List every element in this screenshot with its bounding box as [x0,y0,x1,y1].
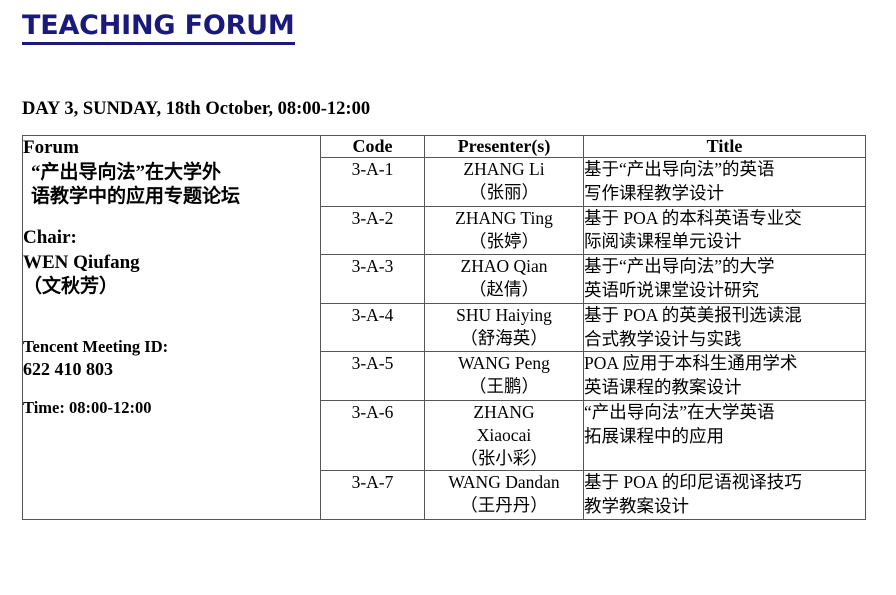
column-header-title: Title [583,135,866,158]
presenter-name-cn: （赵倩） [469,279,539,300]
session-title: 基于“产出导向法”的英语 写作课程教学设计 [583,157,866,207]
presenter-name-en: WANG Dandan [448,472,560,493]
table-row: 3-A-3 ZHAO Qian （赵倩） 基于“产出导向法”的大学 英语听说课堂… [23,254,866,304]
presenter-name-cn: （张小彩） [460,448,548,469]
session-title: “产出导向法”在大学英语 拓展课程中的应用 [583,399,866,472]
session-title-line-1: POA 应用于本科生通用学术 [584,353,798,374]
forum-name-line-2: 语教学中的应用专题论坛 [31,186,241,208]
table-row: 3-A-2 ZHANG Ting （张婷） 基于 POA 的本科英语专业交 际阅… [23,205,866,256]
session-title-line-2: 际阅读课程单元设计 [584,231,742,252]
forum-time: Time: 08:00-12:00 [23,397,152,417]
session-title-line-1: “产出导向法”在大学英语 [584,401,775,422]
spacer-1 [23,210,320,224]
meeting-id-label: Tencent Meeting ID: [23,337,169,357]
table-row: 3-A-1 ZHANG Li （张丽） 基于“产出导向法”的英语 写作课程教学设… [23,157,866,207]
day-heading: DAY 3, SUNDAY, 18th October, 08:00-12:00 [22,99,371,119]
session-presenter: ZHANG Li （张丽） [424,157,584,207]
presenter-name-cn: （王丹丹） [460,495,548,516]
session-code: 3-A-3 [320,254,425,304]
session-code: 3-A-6 [320,399,425,472]
session-title: POA 应用于本科生通用学术 英语课程的教案设计 [583,351,866,401]
presenter-name-cn: （舒海英） [460,327,548,348]
table-row: 3-A-6 ZHANG Xiaocai （张小彩） “产出导向法”在大学英语 拓… [23,399,866,472]
forum-name-line-1: “产出导向法”在大学外 [31,161,222,183]
session-title: 基于“产出导向法”的大学 英语听说课堂设计研究 [583,254,866,304]
session-presenter: WANG Peng （王鹏） [424,351,584,401]
schedule-table-wrapper: Forum “产出导向法”在大学外 语教学中的应用专题论坛 Chair: WEN… [22,135,866,520]
table-header-row: Forum “产出导向法”在大学外 语教学中的应用专题论坛 Chair: WEN… [22,135,866,520]
session-title-line-1: 基于 POA 的英美报刊选读混 [584,304,802,325]
session-title-line-1: 基于 POA 的本科英语专业交 [584,207,802,228]
session-presenter: ZHANG Ting （张婷） [424,205,584,256]
presenter-name-en: SHU Haiying [456,304,552,325]
schedule-table: Forum “产出导向法”在大学外 语教学中的应用专题论坛 Chair: WEN… [22,135,866,520]
session-title-line-1: 基于 POA 的印尼语视译技巧 [584,472,802,493]
page-title: TEACHING FORUM [22,12,295,45]
session-title-line-2: 拓展课程中的应用 [584,425,724,446]
presenter-name-cn: （王鹏） [469,376,539,397]
table-row: 3-A-4 SHU Haiying （舒海英） 基于 POA 的英美报刊选读混 … [23,302,866,353]
session-title-line-1: 基于“产出导向法”的大学 [584,256,775,277]
session-presenter: SHU Haiying （舒海英） [424,302,584,353]
session-presenter: ZHAO Qian （赵倩） [424,254,584,304]
session-presenter: ZHANG Xiaocai （张小彩） [424,399,584,472]
session-title-line-2: 教学教案设计 [584,496,689,517]
session-presenter: WANG Dandan （王丹丹） [424,470,584,520]
table-row: 3-A-7 WANG Dandan （王丹丹） 基于 POA 的印尼语视译技巧 … [23,470,866,520]
chair-label: Chair: [23,227,77,249]
session-code: 3-A-2 [320,205,425,256]
column-header-presenter: Presenter(s) [424,135,584,158]
session-code: 3-A-1 [320,157,425,207]
forum-info-cell: Forum “产出导向法”在大学外 语教学中的应用专题论坛 Chair: WEN… [22,135,321,520]
session-title-line-2: 英语听说课堂设计研究 [584,279,759,300]
session-title-line-1: 基于“产出导向法”的英语 [584,159,775,179]
session-title: 基于 POA 的本科英语专业交 际阅读课程单元设计 [583,205,866,256]
spacer-2 [23,300,320,336]
presenter-name-en: ZHANG Ting [455,207,553,228]
spacer-3 [23,381,320,397]
presenter-name-en: ZHANG [473,401,535,422]
session-title-line-2: 合式教学设计与实践 [584,328,742,349]
presenter-name-en-2: Xiaocai [476,425,532,446]
table-row: 3-A-5 WANG Peng （王鹏） POA 应用于本科生通用学术 英语课程… [23,351,866,401]
session-title: 基于 POA 的英美报刊选读混 合式教学设计与实践 [583,302,866,353]
session-code: 3-A-5 [320,351,425,401]
presenter-name-en: ZHANG Li [463,159,545,179]
session-title-line-2: 英语课程的教案设计 [584,377,742,398]
session-code: 3-A-7 [320,470,425,520]
session-title-line-2: 写作课程教学设计 [584,182,724,203]
session-title: 基于 POA 的印尼语视译技巧 教学教案设计 [583,470,866,520]
presenter-name-cn: （张丽） [469,182,539,203]
presenter-name-en: ZHAO Qian [460,256,548,277]
meeting-id-value: 622 410 803 [23,358,113,379]
session-code: 3-A-4 [320,302,425,353]
forum-label: Forum [23,137,79,158]
chair-name-en: WEN Qiufang [23,251,140,273]
column-header-code: Code [320,135,425,158]
presenter-name-en: WANG Peng [458,353,550,374]
presenter-name-cn: （张婷） [469,230,539,251]
chair-name-cn: （文秋芳） [23,276,119,298]
